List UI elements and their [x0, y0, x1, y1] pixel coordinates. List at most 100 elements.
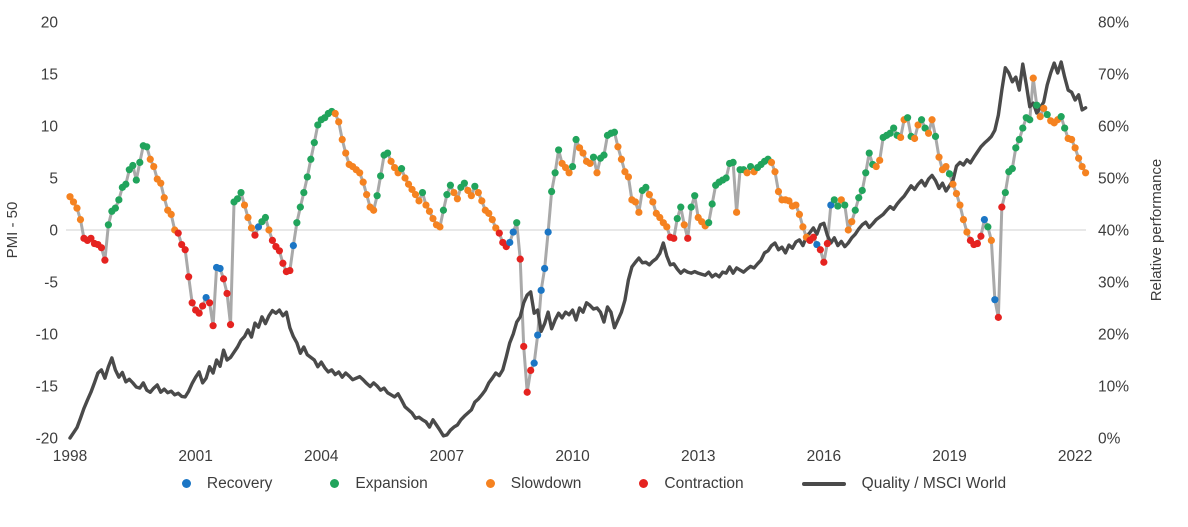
- pmi-point: [551, 169, 559, 177]
- slowdown-dot-icon: [485, 479, 495, 489]
- pmi-point: [418, 188, 427, 197]
- pmi-point: [492, 224, 500, 232]
- pmi-point: [1036, 113, 1044, 121]
- pmi-point: [101, 256, 109, 264]
- pmi-point: [534, 331, 542, 339]
- x-axis-tick-label: 2010: [555, 448, 590, 465]
- pmi-point: [520, 342, 528, 351]
- pmi-point: [485, 209, 493, 217]
- pmi-point: [722, 174, 730, 182]
- pmi-point: [527, 366, 535, 374]
- pmi-point: [813, 240, 821, 249]
- pmi-point: [785, 197, 793, 205]
- pmi-point: [575, 144, 584, 152]
- pmi-point: [600, 151, 608, 159]
- pmi-point: [572, 135, 580, 144]
- pmi-point: [136, 158, 144, 166]
- pmi-point: [624, 173, 633, 181]
- pmi-point: [464, 186, 472, 195]
- pmi-point: [104, 221, 112, 229]
- pmi-point: [377, 172, 385, 180]
- pmi-point: [185, 273, 193, 281]
- pmi-point: [178, 240, 186, 249]
- pmi-point: [851, 206, 859, 214]
- right-axis-tick-label: 30%: [1098, 275, 1129, 292]
- pmi-point: [684, 234, 692, 242]
- quality-msci-world-line: [68, 60, 1088, 440]
- pmi-point: [959, 216, 968, 224]
- pmi-point: [541, 264, 549, 273]
- pmi-point: [910, 134, 919, 143]
- pmi-point: [122, 180, 130, 188]
- pmi-point: [206, 299, 214, 307]
- pmi-point: [411, 191, 420, 199]
- pmi-point: [980, 216, 988, 224]
- legend-item-contraction: Contraction: [639, 476, 744, 492]
- left-axis-title: PMI - 50: [4, 202, 21, 259]
- pmi-point: [1082, 169, 1090, 177]
- pmi-point: [167, 210, 175, 218]
- pmi-point: [453, 195, 461, 203]
- right-axis-tick-label: 50%: [1098, 171, 1129, 188]
- pmi-point: [265, 226, 273, 234]
- pmi-point: [1019, 124, 1027, 132]
- pmi-point: [705, 219, 713, 227]
- pmi-point: [1061, 124, 1069, 132]
- pmi-point: [286, 266, 294, 275]
- pmi-point: [1068, 135, 1076, 144]
- right-axis-tick-label: 0%: [1098, 431, 1121, 448]
- pmi-point: [977, 232, 985, 240]
- pmi-point: [799, 223, 807, 231]
- pmi-point: [743, 169, 751, 177]
- pmi-point: [767, 158, 776, 166]
- pmi-point: [729, 158, 737, 166]
- pmi-point: [548, 187, 556, 196]
- x-axis-tick-label: 2019: [932, 448, 966, 465]
- pmi-point: [555, 146, 563, 154]
- pmi-point: [645, 191, 653, 199]
- pmi-point: [390, 164, 399, 172]
- legend-item-quality-line: Quality / MSCI World: [801, 476, 1006, 492]
- pmi-point: [373, 192, 381, 200]
- pmi-point: [338, 135, 346, 144]
- pmi-point: [307, 155, 315, 163]
- pmi-point: [446, 181, 455, 189]
- pmi-point: [450, 188, 458, 197]
- pmi-point: [488, 216, 496, 224]
- chart-canvas: 20 15 10 5 0 -5 -10 -15 -20 80% 70% 60% 50% 40% 30% 20%…: [4, 15, 1165, 466]
- pmi-point: [401, 174, 409, 182]
- pmi-point: [76, 216, 85, 224]
- pmi-point: [680, 221, 688, 229]
- pmi-point: [673, 214, 681, 223]
- pmi-point: [931, 132, 940, 140]
- pmi-point: [523, 388, 531, 396]
- pmi-point: [593, 169, 601, 177]
- pmi-point: [914, 121, 922, 129]
- pmi-point: [830, 196, 838, 204]
- right-axis-tick-label: 80%: [1098, 15, 1129, 32]
- pmi-point: [209, 322, 217, 330]
- pmi-point: [1043, 110, 1051, 119]
- pmi-point: [708, 200, 716, 208]
- pmi-point: [429, 214, 437, 223]
- pmi-point: [1026, 116, 1034, 124]
- left-axis-tick-label: 20: [41, 15, 59, 32]
- pmi-point: [656, 213, 664, 222]
- pmi-connector-line: [68, 76, 1088, 394]
- pmi-point: [1040, 104, 1048, 112]
- pmi-point: [150, 162, 158, 171]
- pmi-point: [268, 236, 277, 244]
- legend-item-slowdown: Slowdown: [485, 476, 581, 492]
- pmi-point: [174, 229, 182, 237]
- pmi-point: [945, 170, 954, 178]
- pmi-point: [544, 228, 552, 236]
- pmi-point: [795, 210, 804, 218]
- pmi-point: [865, 149, 873, 157]
- pmi-point: [687, 203, 695, 211]
- pmi-point: [732, 208, 741, 216]
- legend-label-recovery: Recovery: [206, 475, 273, 492]
- pmi-point: [617, 155, 626, 163]
- pmi-point: [1071, 144, 1079, 152]
- pmi-point: [370, 206, 378, 214]
